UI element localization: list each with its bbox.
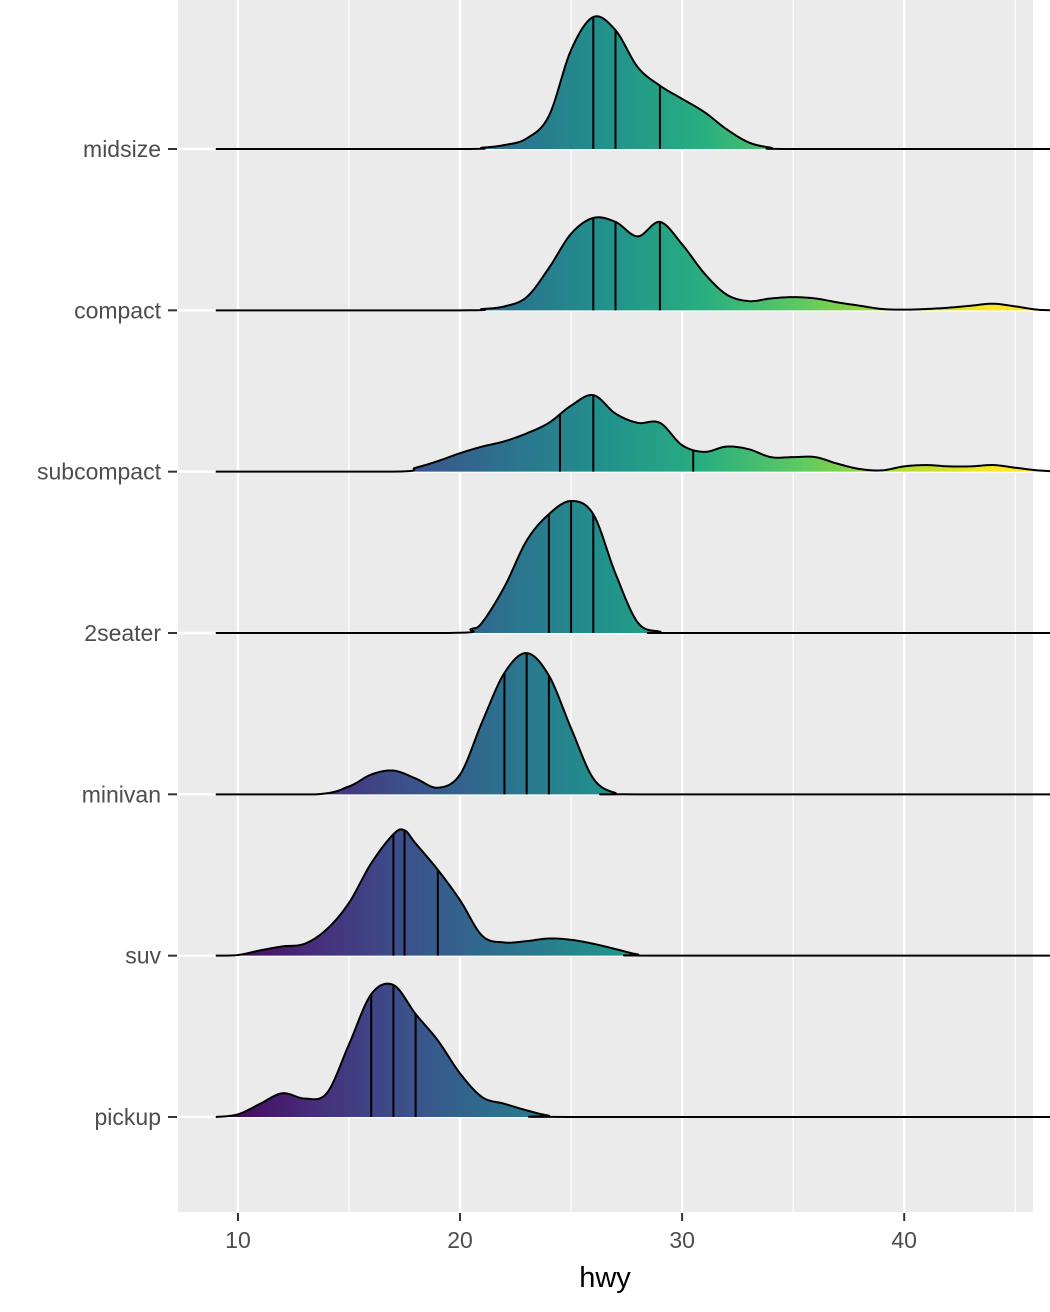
ridges [215,15,1050,1118]
y-tick-label-compact: compact [74,297,162,323]
ridge-subcompact [215,393,1050,473]
y-tick-label-midsize: midsize [83,136,161,162]
y-tick-label-suv: suv [125,943,161,969]
y-tick-label-2seater: 2seater [84,620,161,646]
ridge-outline-2seater [215,499,1050,634]
ridge-fill-compact [215,217,1050,311]
ridge-outline-midsize [215,15,1050,150]
x-tick-label-30: 30 [669,1227,695,1253]
x-axis-title: hwy [579,1262,631,1294]
ridge-midsize [215,15,1050,150]
ridge-outline-suv [215,828,1050,957]
ridge-fill-pickup [215,983,1050,1117]
x-tick-label-10: 10 [225,1227,251,1253]
x-tick-label-40: 40 [891,1227,917,1253]
ridge-fill-suv [215,829,1050,956]
ridge-minivan [215,652,1050,796]
x-axis: 10 20 30 40 [225,1213,917,1253]
y-axis: midsize compact subcompact 2seater minivan su… [37,136,177,1130]
ridge-outline-compact [215,216,1050,312]
y-tick-label-minivan: minivan [82,781,161,807]
y-tick-label-pickup: pickup [95,1104,161,1130]
ridge-suv [215,828,1050,957]
ridge-2seater [215,499,1050,634]
ridge-fill-subcompact [215,394,1050,472]
ridge-outline-subcompact [215,393,1050,473]
ridge-outline-pickup [215,982,1050,1118]
ridge-pickup [215,982,1050,1118]
y-tick-label-subcompact: subcompact [37,459,162,485]
ridge-compact [215,216,1050,312]
x-tick-label-20: 20 [447,1227,473,1253]
ridge-fill-midsize [215,16,1050,149]
ridge-outline-minivan [215,652,1050,796]
